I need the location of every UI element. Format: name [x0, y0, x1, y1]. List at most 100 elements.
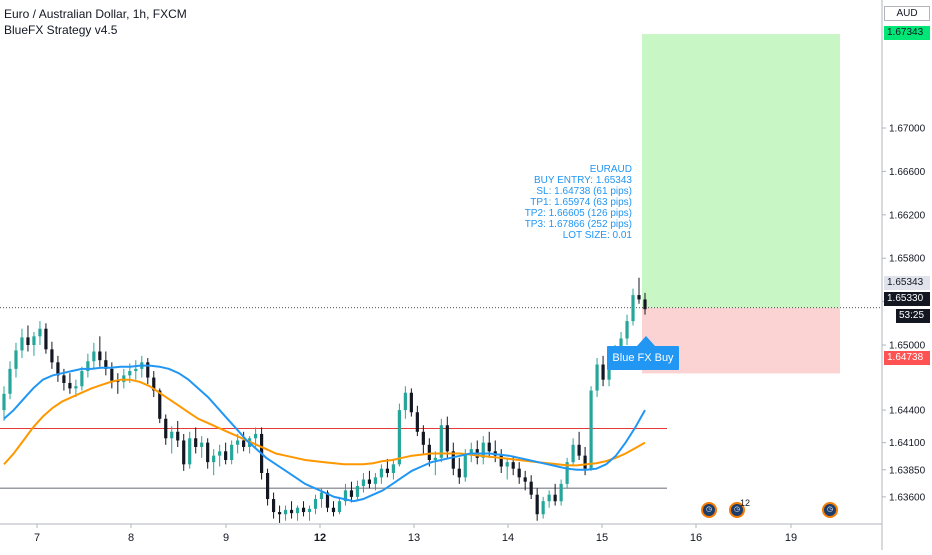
candle-body — [565, 462, 569, 484]
candle-body — [277, 512, 282, 515]
candle-body — [409, 392, 413, 413]
candle-body — [62, 375, 66, 383]
candle-body — [319, 492, 324, 500]
candle-body — [595, 364, 599, 391]
candle-body — [427, 444, 431, 460]
bar-countdown-tag: 53:25 — [896, 309, 930, 323]
candle-body — [86, 361, 90, 372]
candle-body — [212, 455, 216, 463]
candle-body — [289, 509, 294, 514]
candle-body — [218, 451, 222, 456]
candle-body — [547, 494, 551, 502]
candle-body — [20, 337, 24, 351]
candle-body — [403, 392, 407, 411]
time-axis-label: 14 — [502, 532, 514, 544]
candle-body — [487, 442, 491, 452]
candle-body — [116, 380, 120, 382]
candle-body — [553, 494, 557, 502]
bar-countdown-value: 53:25 — [899, 310, 925, 321]
candle-body — [38, 328, 42, 337]
info-tp1: TP1: 1.65974 (63 pips) — [530, 197, 632, 208]
candle-body — [56, 362, 60, 376]
candle-body — [295, 507, 300, 514]
candle-body — [415, 412, 419, 432]
candle-body — [146, 362, 150, 378]
candle-body — [8, 368, 12, 394]
candle-body — [2, 393, 6, 411]
economic-event-icon[interactable]: ◷ — [701, 502, 717, 518]
candle-body — [511, 462, 515, 469]
currency-selector[interactable]: AUD — [884, 6, 930, 21]
candle-body — [385, 468, 390, 474]
candle-body — [541, 501, 545, 515]
candle-body — [523, 477, 527, 482]
indicator-name: BlueFX Strategy v4.5 — [4, 23, 118, 37]
time-axis-label: 9 — [223, 532, 229, 544]
economic-event-icon-2[interactable]: ◷ — [729, 502, 745, 518]
candle-body — [242, 440, 246, 447]
candle-body — [164, 418, 168, 439]
time-axis-label: 16 — [690, 532, 702, 544]
candle-body — [236, 440, 240, 445]
price-axis-label: 1.66600 — [889, 167, 926, 178]
entry-price-tag: 1.65343 — [884, 276, 930, 290]
candle-body — [110, 368, 114, 381]
candle-body — [337, 501, 342, 513]
candle-body — [26, 337, 30, 345]
candle-body — [571, 444, 575, 463]
candle-body — [14, 350, 18, 369]
price-axis-label: 1.65800 — [889, 254, 926, 265]
candle-body — [355, 486, 360, 497]
candle-body — [170, 431, 174, 439]
candle-body — [559, 483, 563, 502]
time-axis-label: 12 — [314, 532, 326, 544]
candle-body — [104, 360, 108, 369]
candle-body — [529, 481, 533, 495]
price-axis-label: 1.64400 — [889, 406, 926, 417]
info-symbol: EURAUD — [589, 164, 632, 175]
buy-signal-label[interactable]: Blue FX Buy — [607, 336, 679, 370]
price-axis-label: 1.63850 — [889, 465, 926, 476]
candle-body — [451, 451, 455, 469]
info-tp3: TP3: 1.67866 (252 pips) — [524, 219, 632, 230]
candle-body — [224, 451, 228, 460]
economic-event-icon-3[interactable]: ◷ — [822, 502, 838, 518]
candle-body — [313, 499, 318, 509]
time-axis-label: 8 — [128, 532, 134, 544]
price-axis-label: 1.66200 — [889, 210, 926, 221]
candle-body — [619, 338, 623, 352]
candle-body — [517, 468, 521, 478]
take-profit-zone — [642, 34, 840, 308]
candle-body — [128, 371, 132, 376]
candle-body — [583, 455, 587, 469]
price-axis-label: 1.64100 — [889, 438, 926, 449]
candle-body — [601, 364, 605, 380]
tp-price-tag: 1.67343 — [884, 26, 930, 40]
candle-body — [421, 431, 425, 445]
candle-body — [74, 386, 78, 389]
orange-moving-average — [3, 378, 646, 467]
info-buy-entry: BUY ENTRY: 1.65343 — [533, 175, 632, 186]
last-price-tag: 1.65330 — [884, 292, 930, 306]
candle-body — [194, 438, 198, 447]
candle-body — [391, 464, 395, 474]
candle-body — [152, 377, 156, 391]
buy-signal-text: Blue FX Buy — [612, 352, 674, 364]
info-lot-size: LOT SIZE: 0.01 — [562, 230, 632, 241]
sl-price-tag: 1.64738 — [884, 351, 930, 365]
candle-body — [188, 438, 192, 465]
candle-body — [433, 457, 437, 460]
candle-body — [44, 328, 48, 350]
info-stop-loss: SL: 1.64738 (61 pips) — [536, 186, 632, 197]
candle-body — [439, 425, 443, 458]
candle-body — [254, 433, 258, 439]
candle-body — [182, 440, 186, 465]
candle-body — [50, 349, 54, 363]
candle-body — [379, 468, 384, 478]
currency-label: AUD — [896, 8, 918, 19]
candle-body — [307, 508, 312, 513]
candle-body — [122, 375, 126, 382]
event-count-badge: 12 — [740, 498, 751, 508]
